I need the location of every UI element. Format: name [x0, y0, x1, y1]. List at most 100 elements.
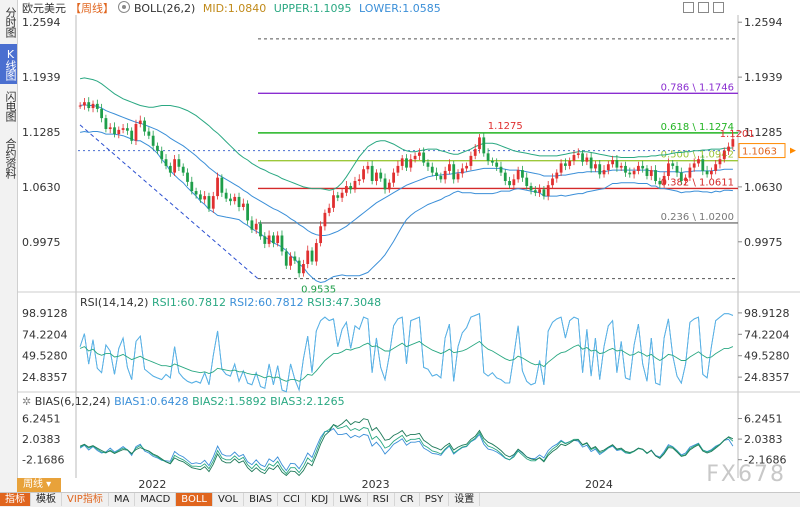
candle-body [271, 235, 275, 244]
price-annotation: 0.9535 [301, 285, 336, 296]
bias-axis-label: -2.1686 [744, 454, 786, 467]
candle-body [542, 189, 546, 197]
candle-body [241, 203, 245, 207]
view-sidebar: 分时图 K线图 闪电图 合约资料 [0, 0, 18, 492]
candle-body [697, 159, 700, 164]
candle-body [435, 172, 438, 176]
candle-body [709, 170, 713, 175]
candle-body [400, 158, 404, 166]
toolbar-item-lw[interactable]: LW& [334, 493, 368, 506]
candle-body [250, 220, 254, 230]
toolbar-item-vol[interactable]: VOL [213, 493, 245, 506]
candle-body [284, 251, 288, 266]
period-select-label: 周线 [23, 479, 43, 490]
candle-body [641, 165, 645, 169]
candle-body [606, 164, 610, 171]
candle-body [731, 139, 735, 147]
candle-body [405, 158, 408, 168]
candle-body [349, 186, 353, 190]
candle-body [108, 127, 112, 130]
candle-body [422, 152, 426, 163]
tab-contract-info[interactable]: 合约资料 [4, 138, 17, 178]
candle-body [319, 226, 323, 244]
candle-body [499, 166, 503, 173]
settings-gear-icon[interactable] [118, 1, 130, 13]
candle-body [508, 181, 511, 186]
bias-line-3 [79, 418, 734, 477]
candle-body [473, 149, 477, 156]
toolbar-item-ma[interactable]: MA [109, 493, 136, 506]
toolbar-item-settings[interactable]: 设置 [449, 493, 481, 506]
period-label[interactable]: 【周线】 [70, 2, 114, 15]
toolbar-item-cr[interactable]: CR [395, 493, 420, 506]
candle-body [551, 178, 554, 186]
candle-body [254, 223, 258, 230]
maximize-window-icon[interactable] [698, 2, 709, 13]
toolbar-item-rsi[interactable]: RSI [368, 493, 395, 506]
restore-window-icon[interactable] [683, 2, 694, 13]
price-axis-label: 1.2594 [744, 16, 783, 29]
candle-body [104, 118, 108, 130]
rsi-header: RSI(14,14,2) RSI1:60.7812 RSI2:60.7812 R… [80, 297, 381, 309]
indicator-toolbar: 指标 模板 VIP指标 MA MACD BOLL VOL BIAS CCI KDJ LW& RSI CR… [0, 492, 800, 507]
rsi-axis-label-left: 49.5280 [22, 350, 68, 363]
toolbar-item-psy[interactable]: PSY [420, 493, 450, 506]
toolbar-item-macd[interactable]: MACD [135, 493, 177, 506]
toolbar-item-indicator[interactable]: 指标 [0, 493, 31, 506]
candle-body [229, 198, 232, 202]
period-select-button[interactable]: 周线 ▾ [17, 478, 61, 492]
candle-body [259, 223, 262, 237]
tab-kline[interactable]: K线图 [0, 44, 17, 84]
boll-lower-value: LOWER:1.0585 [359, 2, 441, 15]
fibonacci-label: 0.618 \ 1.1274 [661, 122, 734, 133]
candle-body [211, 196, 215, 209]
candle-body [276, 235, 280, 244]
price-axis-label-left: 1.0630 [22, 181, 61, 194]
candle-body [555, 172, 559, 179]
candle-body [83, 102, 86, 106]
close-window-icon[interactable] [713, 2, 724, 13]
candle-body [521, 170, 524, 178]
candle-body [125, 128, 129, 131]
rsi2-value: RSI2:60.7812 [229, 296, 304, 309]
candle-body [357, 179, 361, 182]
candle-body [246, 203, 250, 221]
candle-body [615, 160, 619, 168]
candle-body [113, 127, 116, 135]
toolbar-item-cci[interactable]: CCI [278, 493, 307, 506]
candle-body [645, 168, 649, 176]
price-axis-label: 0.9975 [744, 236, 783, 249]
candle-body [87, 102, 91, 109]
toolbar-item-boll[interactable]: BOLL [176, 493, 213, 506]
bias-settings-icon[interactable]: ✲ [22, 395, 32, 408]
candle-body [95, 103, 99, 109]
boll-indicator-name: BOLL(26,2) [134, 2, 196, 15]
rsi-line-2 [79, 313, 734, 393]
toolbar-item-kdj[interactable]: KDJ [306, 493, 335, 506]
symbol-name: 欧元美元 [22, 2, 66, 15]
toolbar-item-bias[interactable]: BIAS [244, 493, 279, 506]
candle-body [194, 191, 198, 195]
candle-body [490, 160, 494, 163]
toolbar-item-template[interactable]: 模板 [31, 493, 62, 506]
candle-body [486, 153, 490, 161]
candle-body [439, 175, 443, 180]
candle-body [546, 185, 550, 197]
bias-name: BIAS(6,12,24) [34, 395, 111, 408]
rsi-line-3 [79, 340, 734, 382]
candle-body [336, 195, 340, 198]
candle-body [512, 179, 516, 186]
toolbar-item-vip[interactable]: VIP指标 [62, 493, 109, 506]
candle-body [572, 155, 576, 161]
candle-body [714, 164, 718, 171]
candle-body [267, 235, 271, 244]
candle-body [362, 169, 365, 180]
candle-body [130, 130, 134, 141]
candle-body [224, 192, 228, 199]
price-axis-label: 1.1285 [744, 126, 783, 139]
tab-flash-chart[interactable]: 闪电图 [4, 91, 17, 121]
bias-axis-label-left: 2.0383 [22, 433, 61, 446]
candle-body [310, 250, 314, 262]
tab-timeshare[interactable]: 分时图 [4, 7, 17, 37]
candle-body [302, 264, 305, 274]
